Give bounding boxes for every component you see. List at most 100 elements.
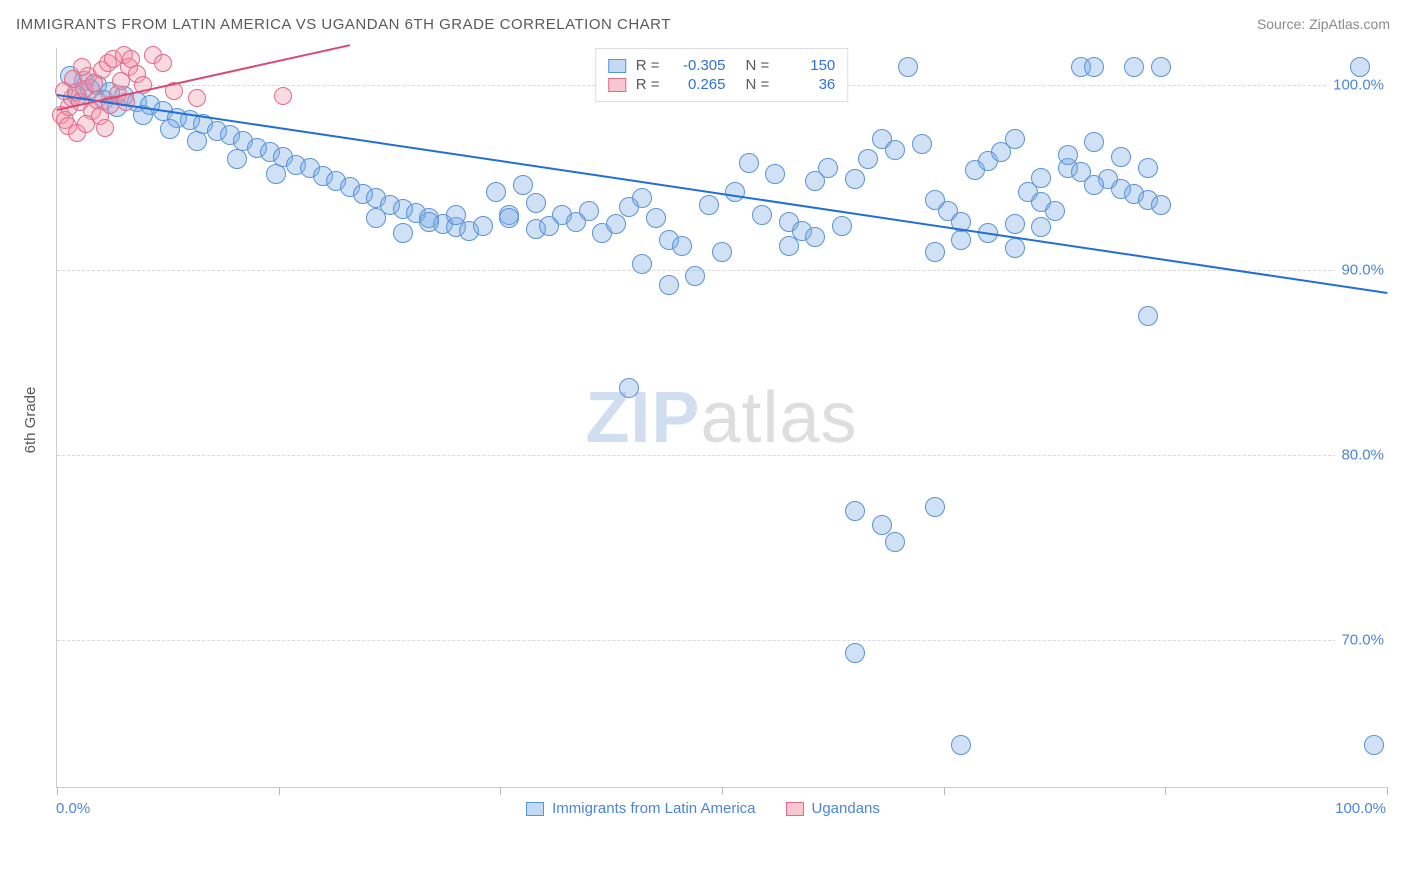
data-point [154,54,172,72]
data-point [779,236,799,256]
data-point [266,164,286,184]
legend-swatch [786,802,804,816]
legend-series: Immigrants from Latin America Ugandans [0,800,1406,817]
data-point [539,216,559,236]
legend-stats: R = -0.305 N = 150 R = 0.265 N = 36 [595,48,849,102]
data-point [227,149,247,169]
y-axis-label: 6th Grade [22,387,39,454]
legend-n-value: 150 [779,57,835,74]
data-point [925,242,945,262]
data-point [1364,735,1384,755]
data-point [885,140,905,160]
x-tick-mark [1165,787,1166,795]
legend-n-label: N = [746,57,770,74]
legend-r-label: R = [636,57,660,74]
data-point [646,208,666,228]
data-point [1031,217,1051,237]
data-point [446,205,466,225]
legend-r-value: 0.265 [670,76,726,93]
data-point [1084,132,1104,152]
data-point [659,275,679,295]
data-point [712,242,732,262]
data-point [725,182,745,202]
data-point [160,119,180,139]
data-point [1031,168,1051,188]
data-point [473,216,493,236]
data-point [699,195,719,215]
y-tick-label: 100.0% [1327,75,1390,96]
watermark-light: atlas [700,378,857,458]
data-point [632,188,652,208]
data-point [606,214,626,234]
legend-stats-row: R = -0.305 N = 150 [608,57,836,74]
data-point [925,497,945,517]
legend-n-value: 36 [779,76,835,93]
data-point [1005,129,1025,149]
data-point [1151,57,1171,77]
data-point [818,158,838,178]
data-point [274,87,292,105]
legend-series-label: Immigrants from Latin America [552,800,755,817]
data-point [73,58,91,76]
legend-series-label: Ugandans [812,800,880,817]
x-tick-mark [722,787,723,795]
data-point [579,201,599,221]
legend-swatch [526,802,544,816]
data-point [366,208,386,228]
data-point [1350,57,1370,77]
data-point [486,182,506,202]
legend-r-label: R = [636,76,660,93]
y-tick-label: 70.0% [1335,630,1390,651]
data-point [1005,214,1025,234]
data-point [96,119,114,137]
data-point [393,223,413,243]
data-point [765,164,785,184]
data-point [858,149,878,169]
data-point [832,216,852,236]
data-point [685,266,705,286]
data-point [1084,175,1104,195]
data-point [752,205,772,225]
data-point [85,74,103,92]
legend-n-label: N = [746,76,770,93]
data-point [499,208,519,228]
source-label: Source: ZipAtlas.com [1257,16,1390,32]
data-point [1138,306,1158,326]
chart-title: IMMIGRANTS FROM LATIN AMERICA VS UGANDAN… [16,16,671,33]
gridline [57,640,1386,641]
data-point [885,532,905,552]
data-point [845,643,865,663]
x-tick-mark [57,787,58,795]
data-point [1005,238,1025,258]
data-point [898,57,918,77]
data-point [188,89,206,107]
data-point [513,175,533,195]
data-point [951,230,971,250]
data-point [805,227,825,247]
data-point [845,501,865,521]
x-tick-mark [279,787,280,795]
data-point [1084,57,1104,77]
legend-swatch [608,59,626,73]
legend-stats-row: R = 0.265 N = 36 [608,76,836,93]
data-point [187,131,207,151]
data-point [912,134,932,154]
legend-series-item: Immigrants from Latin America [526,800,755,817]
watermark-bold: ZIP [585,378,700,458]
data-point [419,212,439,232]
data-point [1151,195,1171,215]
data-point [526,193,546,213]
data-point [739,153,759,173]
trend-line [57,94,1387,294]
y-tick-label: 90.0% [1335,260,1390,281]
data-point [845,169,865,189]
data-point [872,515,892,535]
data-point [1045,201,1065,221]
x-tick-mark [1387,787,1388,795]
data-point [1124,57,1144,77]
legend-r-value: -0.305 [670,57,726,74]
data-point [632,254,652,274]
title-bar: IMMIGRANTS FROM LATIN AMERICA VS UGANDAN… [0,8,1406,40]
y-tick-label: 80.0% [1335,445,1390,466]
data-point [1111,147,1131,167]
